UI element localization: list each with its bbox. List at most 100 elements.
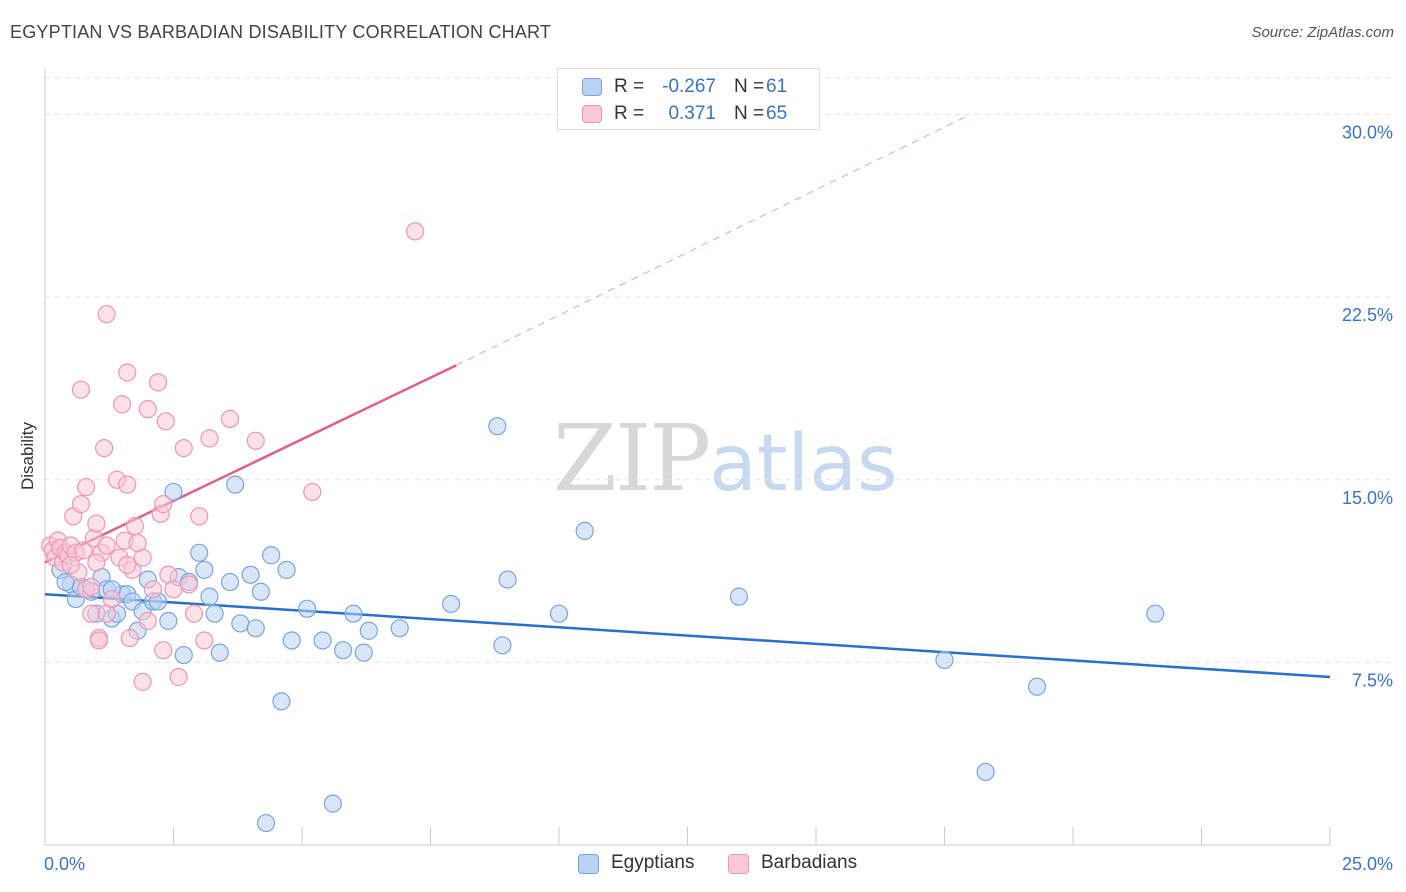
x-tick-label: 25.0%	[1342, 854, 1393, 874]
data-points	[41, 222, 1165, 833]
n-value: 61	[766, 76, 788, 97]
barbadians-point	[102, 589, 121, 609]
egyptians-point	[729, 587, 749, 606]
barbadians-point	[120, 628, 139, 648]
barbadians-point	[179, 575, 199, 594]
barbadians-point	[174, 439, 193, 458]
barbadians-point	[246, 431, 265, 450]
egyptians-point	[210, 643, 229, 662]
barbadians-point	[82, 604, 101, 623]
barbadians-point	[190, 507, 209, 526]
egyptians-point	[56, 572, 75, 592]
barbadians-point	[87, 553, 106, 572]
barbadians-point	[148, 373, 168, 392]
series-legend: Egyptians Barbadians	[0, 851, 1406, 877]
barbadians-point	[195, 631, 214, 650]
egyptians-point	[334, 641, 353, 660]
legend-row-barbadians: R = 0.371 N = 65	[558, 100, 819, 128]
egyptians-point	[262, 546, 281, 565]
egyptians-point	[549, 604, 569, 623]
barbadians-point	[138, 400, 157, 419]
y-tick-label: 15.0%	[1342, 488, 1393, 508]
axes	[44, 68, 1331, 846]
barbadians-point	[133, 672, 152, 691]
egyptians-point	[241, 565, 260, 584]
barbadians-point	[87, 514, 106, 533]
barbadians-swatch	[728, 854, 749, 874]
egyptians-point	[256, 813, 276, 833]
barbadians-point	[138, 611, 157, 631]
egyptians-point	[200, 587, 219, 606]
egyptians-point	[195, 560, 214, 579]
barbadians-point	[95, 439, 114, 458]
y-axis-label: Disability	[18, 421, 37, 491]
barbadians-point	[82, 577, 101, 596]
y-tick-label: 7.5%	[1352, 670, 1393, 690]
watermark: ZIPatlas	[553, 405, 898, 512]
barbadians-point	[154, 641, 173, 660]
barbadians-point	[71, 380, 91, 399]
n-label: N =	[734, 103, 765, 124]
egyptians-point	[277, 560, 296, 579]
egyptians-point	[251, 582, 270, 601]
r-label: R =	[614, 76, 645, 97]
n-value: 65	[766, 103, 788, 124]
egyptians-point	[1146, 604, 1165, 623]
egyptians-point	[190, 543, 209, 562]
egyptians-point	[344, 604, 363, 623]
y-tick-label: 22.5%	[1342, 305, 1393, 325]
x-tick-label: 0.0%	[44, 854, 85, 874]
chart-title: EGYPTIAN VS BARBADIAN DISABILITY CORRELA…	[10, 22, 552, 42]
egyptians-point	[205, 604, 224, 623]
watermark-atlas: atlas	[709, 419, 898, 509]
egyptians-point	[298, 599, 317, 618]
barbadians-point	[77, 477, 96, 497]
barbadians-point	[169, 667, 188, 687]
barbadians-point	[118, 475, 137, 494]
r-value: -0.267	[662, 76, 716, 97]
egyptians-point	[323, 794, 342, 813]
egyptians-point	[220, 572, 240, 592]
watermark-zip: ZIP	[553, 405, 711, 512]
barbadians-point	[118, 555, 137, 575]
legend-row-egyptians: R = -0.267 N = 61	[558, 73, 819, 101]
barbadians-point	[184, 604, 204, 623]
barbadians-point	[200, 429, 219, 448]
barbadians-swatch	[582, 105, 602, 123]
egyptians-point	[313, 631, 332, 650]
n-label: N =	[734, 76, 765, 97]
r-value: 0.371	[668, 103, 716, 124]
egyptians-point	[354, 643, 373, 662]
egyptians-point	[282, 631, 301, 650]
egyptians-point	[935, 650, 954, 670]
legend-label: Egyptians	[611, 852, 695, 873]
egyptians-point	[359, 621, 378, 640]
barbadians-point	[143, 580, 163, 599]
egyptians-swatch	[582, 78, 602, 96]
barbadians-point	[74, 541, 93, 560]
egyptians-point	[272, 692, 291, 711]
r-label: R =	[614, 103, 645, 124]
egyptians-point	[226, 475, 245, 494]
barbadians-point	[220, 409, 240, 428]
egyptians-point	[493, 636, 512, 655]
egyptians-point	[231, 614, 250, 633]
barbadians-point	[71, 495, 91, 514]
barbadians-point	[154, 495, 173, 514]
barbadians-point	[89, 631, 109, 650]
egyptians-point	[174, 645, 193, 665]
source-label: Source: ZipAtlas.com	[1251, 24, 1394, 41]
egyptians-point	[441, 594, 461, 614]
egyptians-trend-line	[44, 592, 1331, 679]
barbadians-point	[61, 555, 80, 575]
egyptians-point	[498, 570, 517, 589]
barbadians-trend-line	[44, 364, 457, 564]
egyptians-swatch	[578, 854, 599, 874]
barbadians-point	[97, 305, 116, 324]
egyptians-point	[976, 762, 995, 782]
egyptians-point	[164, 482, 183, 502]
barbadians-point	[405, 222, 425, 241]
barbadians-point	[118, 363, 137, 382]
barbadians-point	[164, 580, 183, 599]
